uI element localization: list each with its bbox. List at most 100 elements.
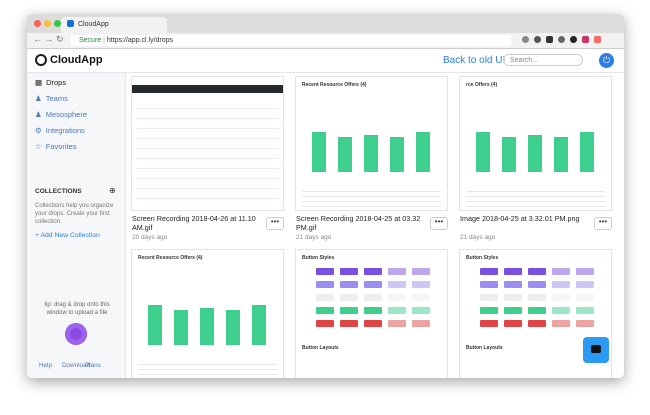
thumb-bar (226, 310, 240, 345)
nav-item[interactable]: ☆ Favorites (35, 142, 77, 151)
thumb-button (364, 320, 382, 327)
footer-link[interactable]: Plans (85, 362, 101, 369)
nav-item[interactable]: ♟ Teams (35, 94, 68, 103)
thumb-bar (416, 132, 430, 172)
drop-card[interactable]: Button Styles Button Layouts (296, 250, 447, 378)
thumb-button (480, 320, 498, 327)
add-collection-icon[interactable]: ⊕ (109, 186, 116, 195)
nav-icon: ☆ (35, 142, 42, 151)
thumb-title: Recent Resource Offers (4) (302, 82, 367, 88)
drop-age: 21 days ago (460, 234, 496, 241)
app-header: CloudApp Back to old UI Search... ⏻ (27, 49, 624, 73)
thumb-button (504, 307, 522, 314)
zoom-button[interactable] (54, 20, 61, 27)
thumb-button (340, 320, 358, 327)
thumb-title: rce Offers (4) (466, 82, 498, 88)
add-collection[interactable]: + Add New Collection (35, 232, 100, 239)
thumb-button (576, 294, 594, 301)
back-link[interactable]: Back to old UI (443, 55, 506, 66)
thumb-button (364, 294, 382, 301)
nav-buttons[interactable]: ← → ↻ (33, 34, 64, 44)
thumb-toolbar (132, 85, 283, 93)
thumb-button (388, 320, 406, 327)
search-field[interactable]: Search... (503, 54, 583, 66)
footer-link[interactable]: Help (39, 362, 52, 369)
footer-link[interactable]: Download (62, 362, 91, 369)
nav-icon: ▦ (35, 78, 43, 87)
thumb-rows (302, 187, 441, 207)
thumb-button (388, 294, 406, 301)
thumbnail: Button Styles Button Layouts (296, 250, 447, 378)
thumb-button (528, 307, 546, 314)
chat-button[interactable] (583, 337, 609, 363)
thumb-button (480, 281, 498, 288)
drop-name[interactable]: Screen Recording 2018-04-25 at 03.32 PM.… (296, 214, 421, 232)
thumbnail: Recent Resource Offers (4) (132, 250, 283, 378)
thumb-button (340, 281, 358, 288)
thumb-button (316, 307, 334, 314)
thumb-rows (138, 360, 277, 378)
thumb-bar (148, 305, 162, 345)
drop-card[interactable]: Recent Resource Offers (4) (132, 250, 283, 378)
thumb-button (552, 307, 570, 314)
nav-item[interactable]: ⚙ Integrations (35, 126, 85, 135)
drop-age: 21 days ago (296, 234, 332, 241)
close-button[interactable] (34, 20, 41, 27)
sidebar: ▦ Drops ♟ Teams ♟ Mesosphere ⚙ Integrations ☆ Fav… (27, 73, 126, 378)
thumb-button (412, 320, 430, 327)
extensions (522, 36, 617, 45)
thumb-button (480, 268, 498, 275)
collections-title: COLLECTIONS (35, 188, 82, 195)
nav-icon: ♟ (35, 110, 42, 119)
thumb-button (316, 268, 334, 275)
nav-label: Favorites (45, 142, 77, 151)
drop-card[interactable]: rce Offers (4) Image 2018-04-25 at 3.32.0… (460, 77, 612, 247)
drop-age: 20 days ago (132, 234, 168, 241)
url-field[interactable]: Secure | https://app.cl.ly/drops (71, 35, 511, 46)
thumb-subtitle: Button Layouts (466, 345, 503, 351)
thumb-button (316, 281, 334, 288)
drop-name[interactable]: Image 2018-04-25 at 3.32.01 PM.png (460, 214, 580, 223)
thumb-button (528, 294, 546, 301)
thumb-button (340, 268, 358, 275)
thumb-button (576, 268, 594, 275)
tab[interactable]: CloudApp (61, 17, 167, 33)
thumb-button (364, 281, 382, 288)
thumb-bar (312, 132, 326, 172)
thumb-bar (502, 137, 516, 172)
thumb-bar (476, 132, 490, 172)
thumb-bar (200, 307, 214, 345)
thumb-button (412, 281, 430, 288)
thumb-chart (470, 117, 601, 172)
minimize-button[interactable] (44, 20, 51, 27)
nav-item[interactable]: ♟ Mesosphere (35, 110, 87, 119)
thumbnail: rce Offers (4) (460, 77, 611, 210)
thumb-button (388, 281, 406, 288)
more-button[interactable]: ••• (266, 217, 284, 230)
thumb-button (340, 307, 358, 314)
thumb-button (316, 294, 334, 301)
thumb-button (316, 320, 334, 327)
drop-card[interactable]: Screen Recording 2018-04-26 at 11.10 AM.… (132, 77, 284, 247)
thumbnail (132, 77, 283, 210)
thumb-button (504, 268, 522, 275)
drop-card[interactable]: Recent Resource Offers (4) Screen Recordi… (296, 77, 448, 247)
browser-window: CloudApp ← → ↻ Secure | https://app.cl.l… (27, 14, 624, 378)
more-button[interactable]: ••• (594, 217, 612, 230)
drop-name[interactable]: Screen Recording 2018-04-26 at 11.10 AM.… (132, 214, 256, 232)
tip: tip: drag & drop onto this window to upl… (44, 302, 110, 316)
thumb-button (552, 320, 570, 327)
logo-icon (35, 54, 47, 66)
more-button[interactable]: ••• (430, 217, 448, 230)
nav-label: Teams (45, 94, 68, 103)
nav-item[interactable]: ▦ Drops (35, 78, 66, 87)
nav-label: Integrations (45, 126, 85, 135)
account-button[interactable]: ⏻ (599, 53, 614, 68)
logo[interactable]: CloudApp (50, 54, 103, 66)
address-bar: ← → ↻ Secure | https://app.cl.ly/drops (27, 33, 624, 49)
thumb-button (504, 281, 522, 288)
thumb-button (504, 320, 522, 327)
tab-title: CloudApp (78, 21, 109, 28)
collections-help: Collections help you organize your drops… (35, 203, 114, 225)
